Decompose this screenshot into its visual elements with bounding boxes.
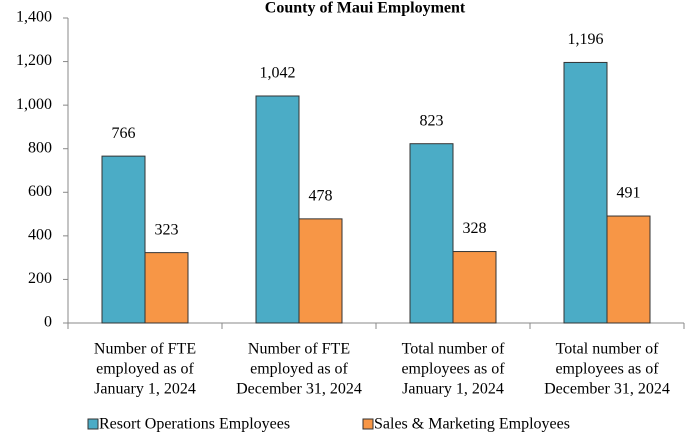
bar <box>606 215 651 324</box>
bar <box>409 143 454 324</box>
y-tick-label: 1,200 <box>16 52 52 69</box>
value-label: 323 <box>155 221 179 238</box>
bar <box>144 252 189 324</box>
x-tick-label: Total number of <box>402 341 506 358</box>
y-tick-label: 800 <box>28 139 52 156</box>
x-tick-label: Total number of <box>556 341 660 358</box>
x-tick-label: employed as of <box>96 361 194 378</box>
x-tick-label: Number of FTE <box>94 341 196 358</box>
bar <box>452 251 497 324</box>
x-tick-label: Number of FTE <box>248 341 350 358</box>
x-tick-label: January 1, 2024 <box>402 381 504 398</box>
value-label: 1,196 <box>568 31 604 48</box>
x-tick-label: employees as of <box>401 361 505 378</box>
bar <box>563 61 608 324</box>
value-label: 823 <box>420 112 444 129</box>
value-label: 478 <box>309 188 333 205</box>
y-tick-label: 1,400 <box>16 9 52 26</box>
bar <box>255 95 300 324</box>
value-label: 491 <box>617 185 641 202</box>
x-tick-label: December 31, 2024 <box>236 381 362 398</box>
value-label: 1,042 <box>260 65 296 82</box>
x-tick-label: January 1, 2024 <box>94 381 196 398</box>
value-label: 766 <box>112 125 136 142</box>
chart-title: County of Maui Employment <box>265 0 466 17</box>
y-tick-label: 0 <box>44 314 52 331</box>
legend-swatch <box>87 418 99 430</box>
legend-swatch <box>362 418 374 430</box>
legend-label: Sales & Marketing Employees <box>374 416 570 433</box>
y-tick-label: 1,000 <box>16 96 52 113</box>
y-tick-label: 600 <box>28 183 52 200</box>
x-tick-label: employed as of <box>250 361 348 378</box>
x-tick-label: December 31, 2024 <box>544 381 670 398</box>
bar <box>298 218 343 324</box>
x-tick-label: employees as of <box>555 361 659 378</box>
value-label: 328 <box>463 220 487 237</box>
y-tick-label: 200 <box>28 270 52 287</box>
bar <box>101 155 146 324</box>
legend-label: Resort Operations Employees <box>99 416 290 433</box>
y-tick-label: 400 <box>28 227 52 244</box>
